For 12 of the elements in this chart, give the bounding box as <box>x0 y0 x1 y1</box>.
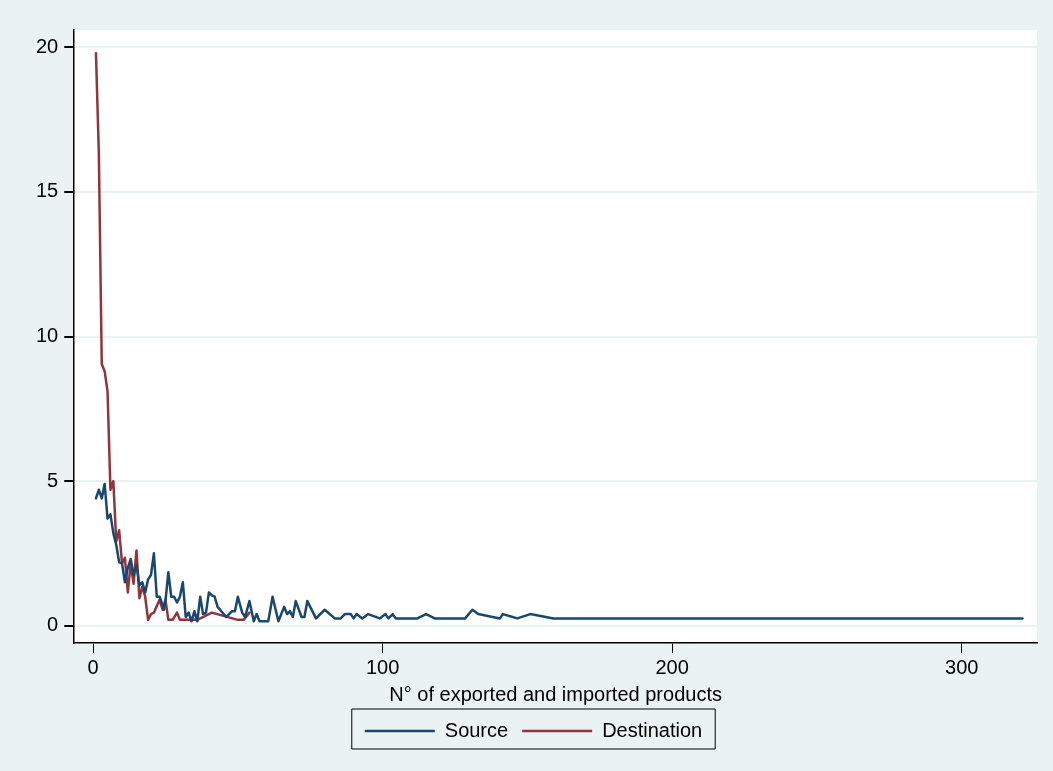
y-tick-label: 20 <box>36 34 59 57</box>
y-tick-label: 5 <box>47 468 59 491</box>
y-tick-label: 0 <box>47 613 59 636</box>
legend-label: Source <box>444 718 509 741</box>
y-tick-label: 15 <box>36 179 59 202</box>
x-tick-label: 300 <box>945 655 979 678</box>
x-tick-label: 0 <box>87 655 99 678</box>
y-tick-label: 10 <box>36 324 59 347</box>
x-tick-label: 200 <box>655 655 689 678</box>
x-tick-label: 100 <box>365 655 400 678</box>
x-axis-title: N° of exported and imported products <box>389 682 722 705</box>
legend-label: Destination <box>602 718 703 741</box>
